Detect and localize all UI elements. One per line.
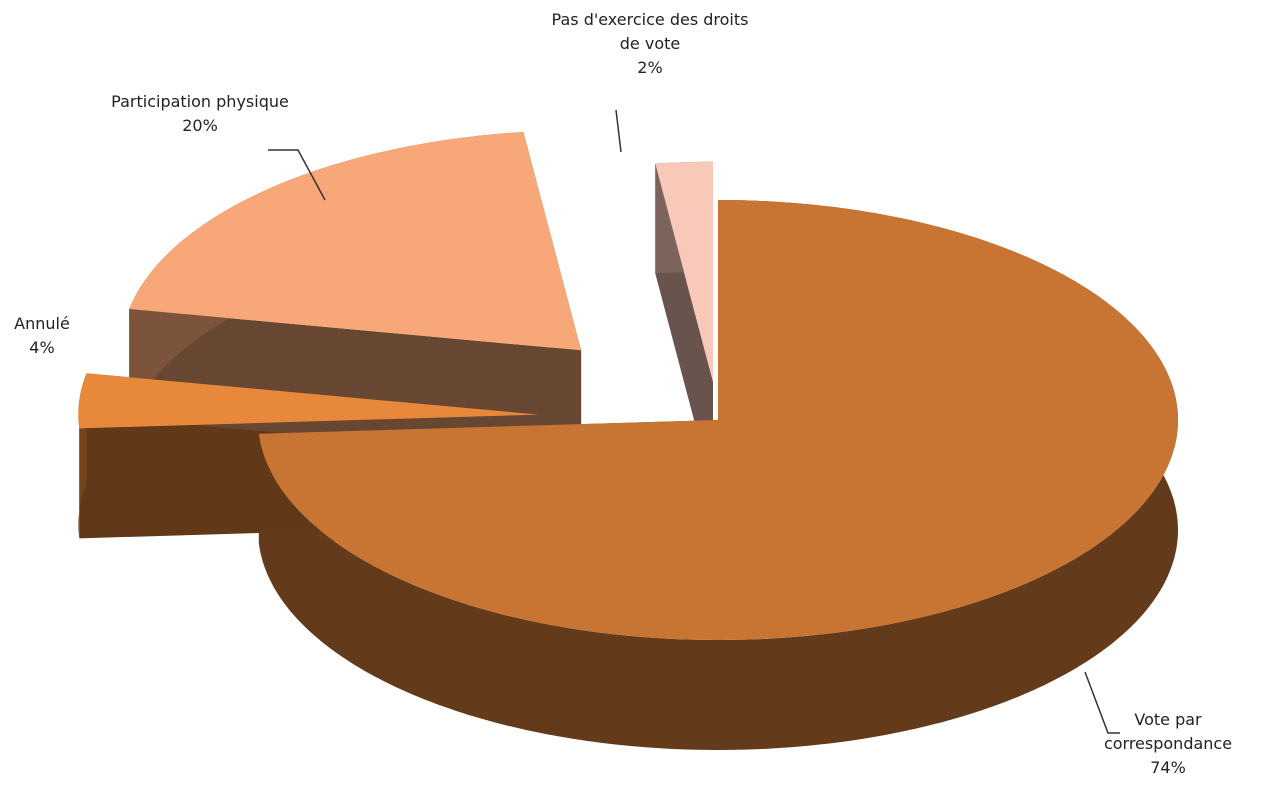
slice-label: Vote par correspondance 74% [1068, 708, 1262, 780]
slice-value: 74% [1150, 758, 1186, 777]
leader-line [1084, 671, 1120, 734]
slice [78, 373, 539, 429]
leader-line [615, 109, 622, 153]
slice [129, 132, 582, 351]
leader-line [268, 149, 326, 201]
slice-value: 4% [29, 338, 55, 357]
slice-name: Annulé [14, 314, 70, 333]
slice-label: Annulé 4% [0, 312, 84, 360]
slice-value: 2% [637, 58, 663, 77]
slice [258, 200, 1178, 640]
slice-name: Participation physique [111, 92, 289, 111]
slice-label: Pas d'exercice des droits de vote 2% [545, 8, 755, 80]
slice [655, 161, 713, 382]
slice-name: Pas d'exercice des droits de vote [551, 10, 749, 53]
slice-value: 20% [182, 116, 218, 135]
slice-label: Participation physique 20% [110, 90, 290, 138]
slice-name: Vote par correspondance [1103, 710, 1233, 753]
